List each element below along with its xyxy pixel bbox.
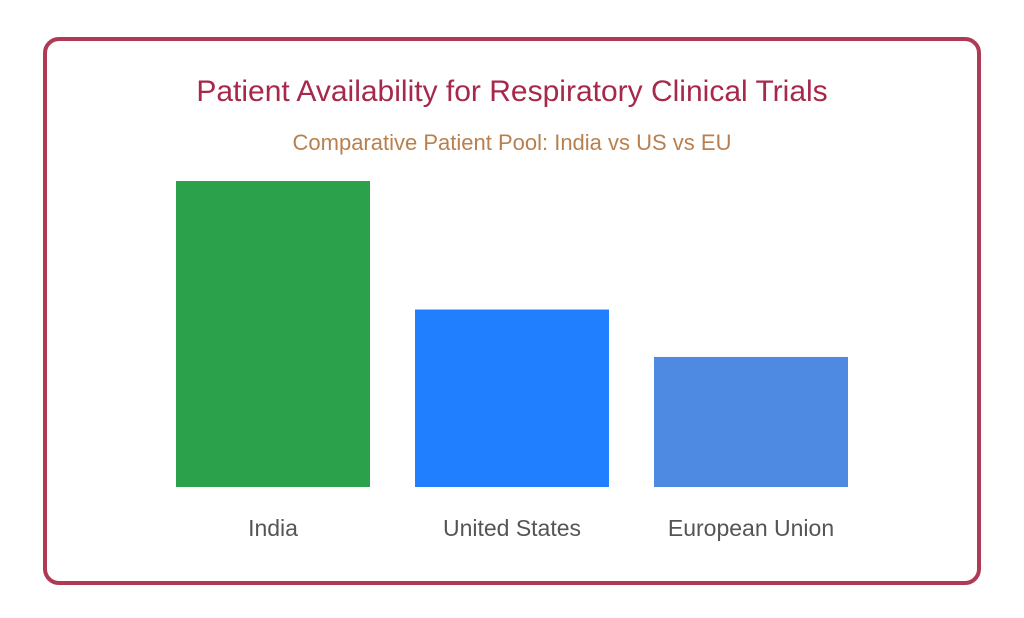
- bar-european-union: [654, 356, 848, 487]
- chart-title: Patient Availability for Respiratory Cli…: [196, 75, 828, 108]
- category-label-united-states: United States: [443, 515, 581, 541]
- bar-united-states: [415, 309, 609, 487]
- category-label-india: India: [248, 515, 298, 541]
- category-label-european-union: European Union: [668, 515, 834, 541]
- bars-group: [176, 181, 848, 487]
- chart-subtitle: Comparative Patient Pool: India vs US vs…: [292, 130, 732, 155]
- category-labels-group: India United States European Union: [248, 515, 834, 541]
- bar-india: [176, 181, 370, 487]
